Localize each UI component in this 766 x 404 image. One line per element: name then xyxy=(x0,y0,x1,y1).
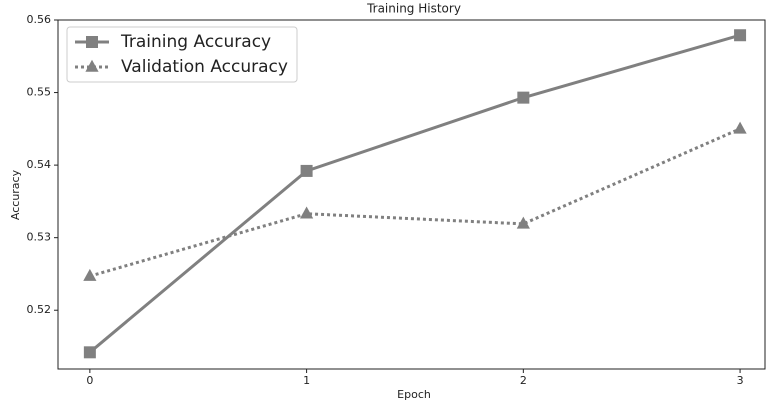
marker xyxy=(734,29,747,42)
x-tick-label: 1 xyxy=(303,374,310,387)
y-tick-label: 0.54 xyxy=(27,158,52,171)
marker xyxy=(83,268,97,281)
plot-frame xyxy=(57,19,766,370)
marker xyxy=(83,346,96,359)
y-tick-label: 0.56 xyxy=(27,13,52,26)
y-tick-label: 0.53 xyxy=(27,231,52,244)
y-tick-label: 0.52 xyxy=(27,303,52,316)
x-tick-label: 3 xyxy=(737,374,744,387)
y-axis-label: Accuracy xyxy=(9,169,22,220)
marker xyxy=(733,121,747,134)
y-tick-label: 0.55 xyxy=(27,86,52,99)
x-axis-label: Epoch xyxy=(397,388,431,401)
series-line xyxy=(89,127,741,278)
marker xyxy=(300,164,313,177)
legend-marker xyxy=(85,59,99,72)
legend-label: Validation Accuracy xyxy=(121,57,288,77)
legend-box xyxy=(66,26,298,83)
series-line xyxy=(88,33,741,354)
x-tick-label: 2 xyxy=(520,374,527,387)
x-tick-label: 0 xyxy=(86,374,93,387)
chart-title: Training History xyxy=(366,2,461,16)
marker xyxy=(299,206,314,219)
legend-marker xyxy=(86,36,98,48)
marker xyxy=(517,91,530,104)
legend-label: Training Accuracy xyxy=(120,32,271,52)
marker xyxy=(516,216,530,229)
